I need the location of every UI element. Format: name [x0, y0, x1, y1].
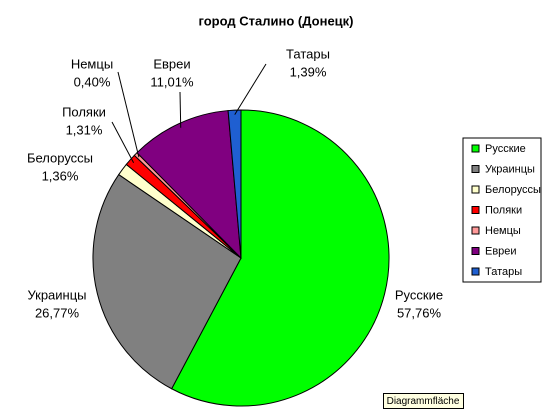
slice-category: Белоруссы [27, 150, 93, 165]
slice-label: 1,39% [290, 64, 327, 79]
pie-slice [136, 110, 242, 260]
slice-category: Поляки [62, 104, 106, 119]
legend-swatch [471, 247, 480, 255]
legend-swatch [471, 165, 480, 173]
legend-label: Татары [485, 266, 522, 278]
tooltip-box [383, 393, 464, 409]
legend-label: Немцы [485, 225, 521, 237]
tooltip: Diagrammfläche [387, 396, 460, 407]
slice-category: Украинцы [27, 287, 86, 302]
leader-line [234, 63, 267, 115]
legend-label: Русские [485, 143, 526, 155]
pie-slice [170, 109, 390, 407]
slice-category: Татары [286, 46, 330, 61]
legend: Русские Украинцы Белоруссы Поляки Немцы Евреи… [471, 143, 541, 278]
leader-line [179, 91, 182, 128]
slice-category: Немцы [71, 56, 113, 71]
legend-swatch [471, 185, 480, 194]
legend-label: Поляки [485, 204, 522, 216]
legend-label: Украинцы [485, 163, 535, 175]
slice-label: 26,77% [35, 305, 80, 320]
legend-label: Евреи [485, 245, 517, 257]
legend-swatch [471, 206, 480, 214]
slice-category: Русские [395, 287, 443, 302]
pie-slice [92, 173, 242, 390]
legend-swatch [471, 144, 480, 153]
slice-label: 1,36% [42, 168, 79, 183]
slice-label: 1,31% [66, 122, 103, 137]
slice-label: 11,01% [150, 74, 194, 89]
legend-label: Белоруссы [485, 184, 541, 196]
slice-label: 57,76% [397, 305, 442, 320]
leader-line [111, 121, 135, 163]
slice-category: Евреи [153, 56, 190, 71]
legend-swatch [471, 267, 480, 276]
legend-swatch [471, 226, 480, 235]
chart-title: город Сталино (Донецк) [199, 13, 354, 28]
slice-label: 0,40% [74, 74, 111, 89]
leader-line [117, 71, 140, 158]
pie-slice [227, 109, 242, 259]
